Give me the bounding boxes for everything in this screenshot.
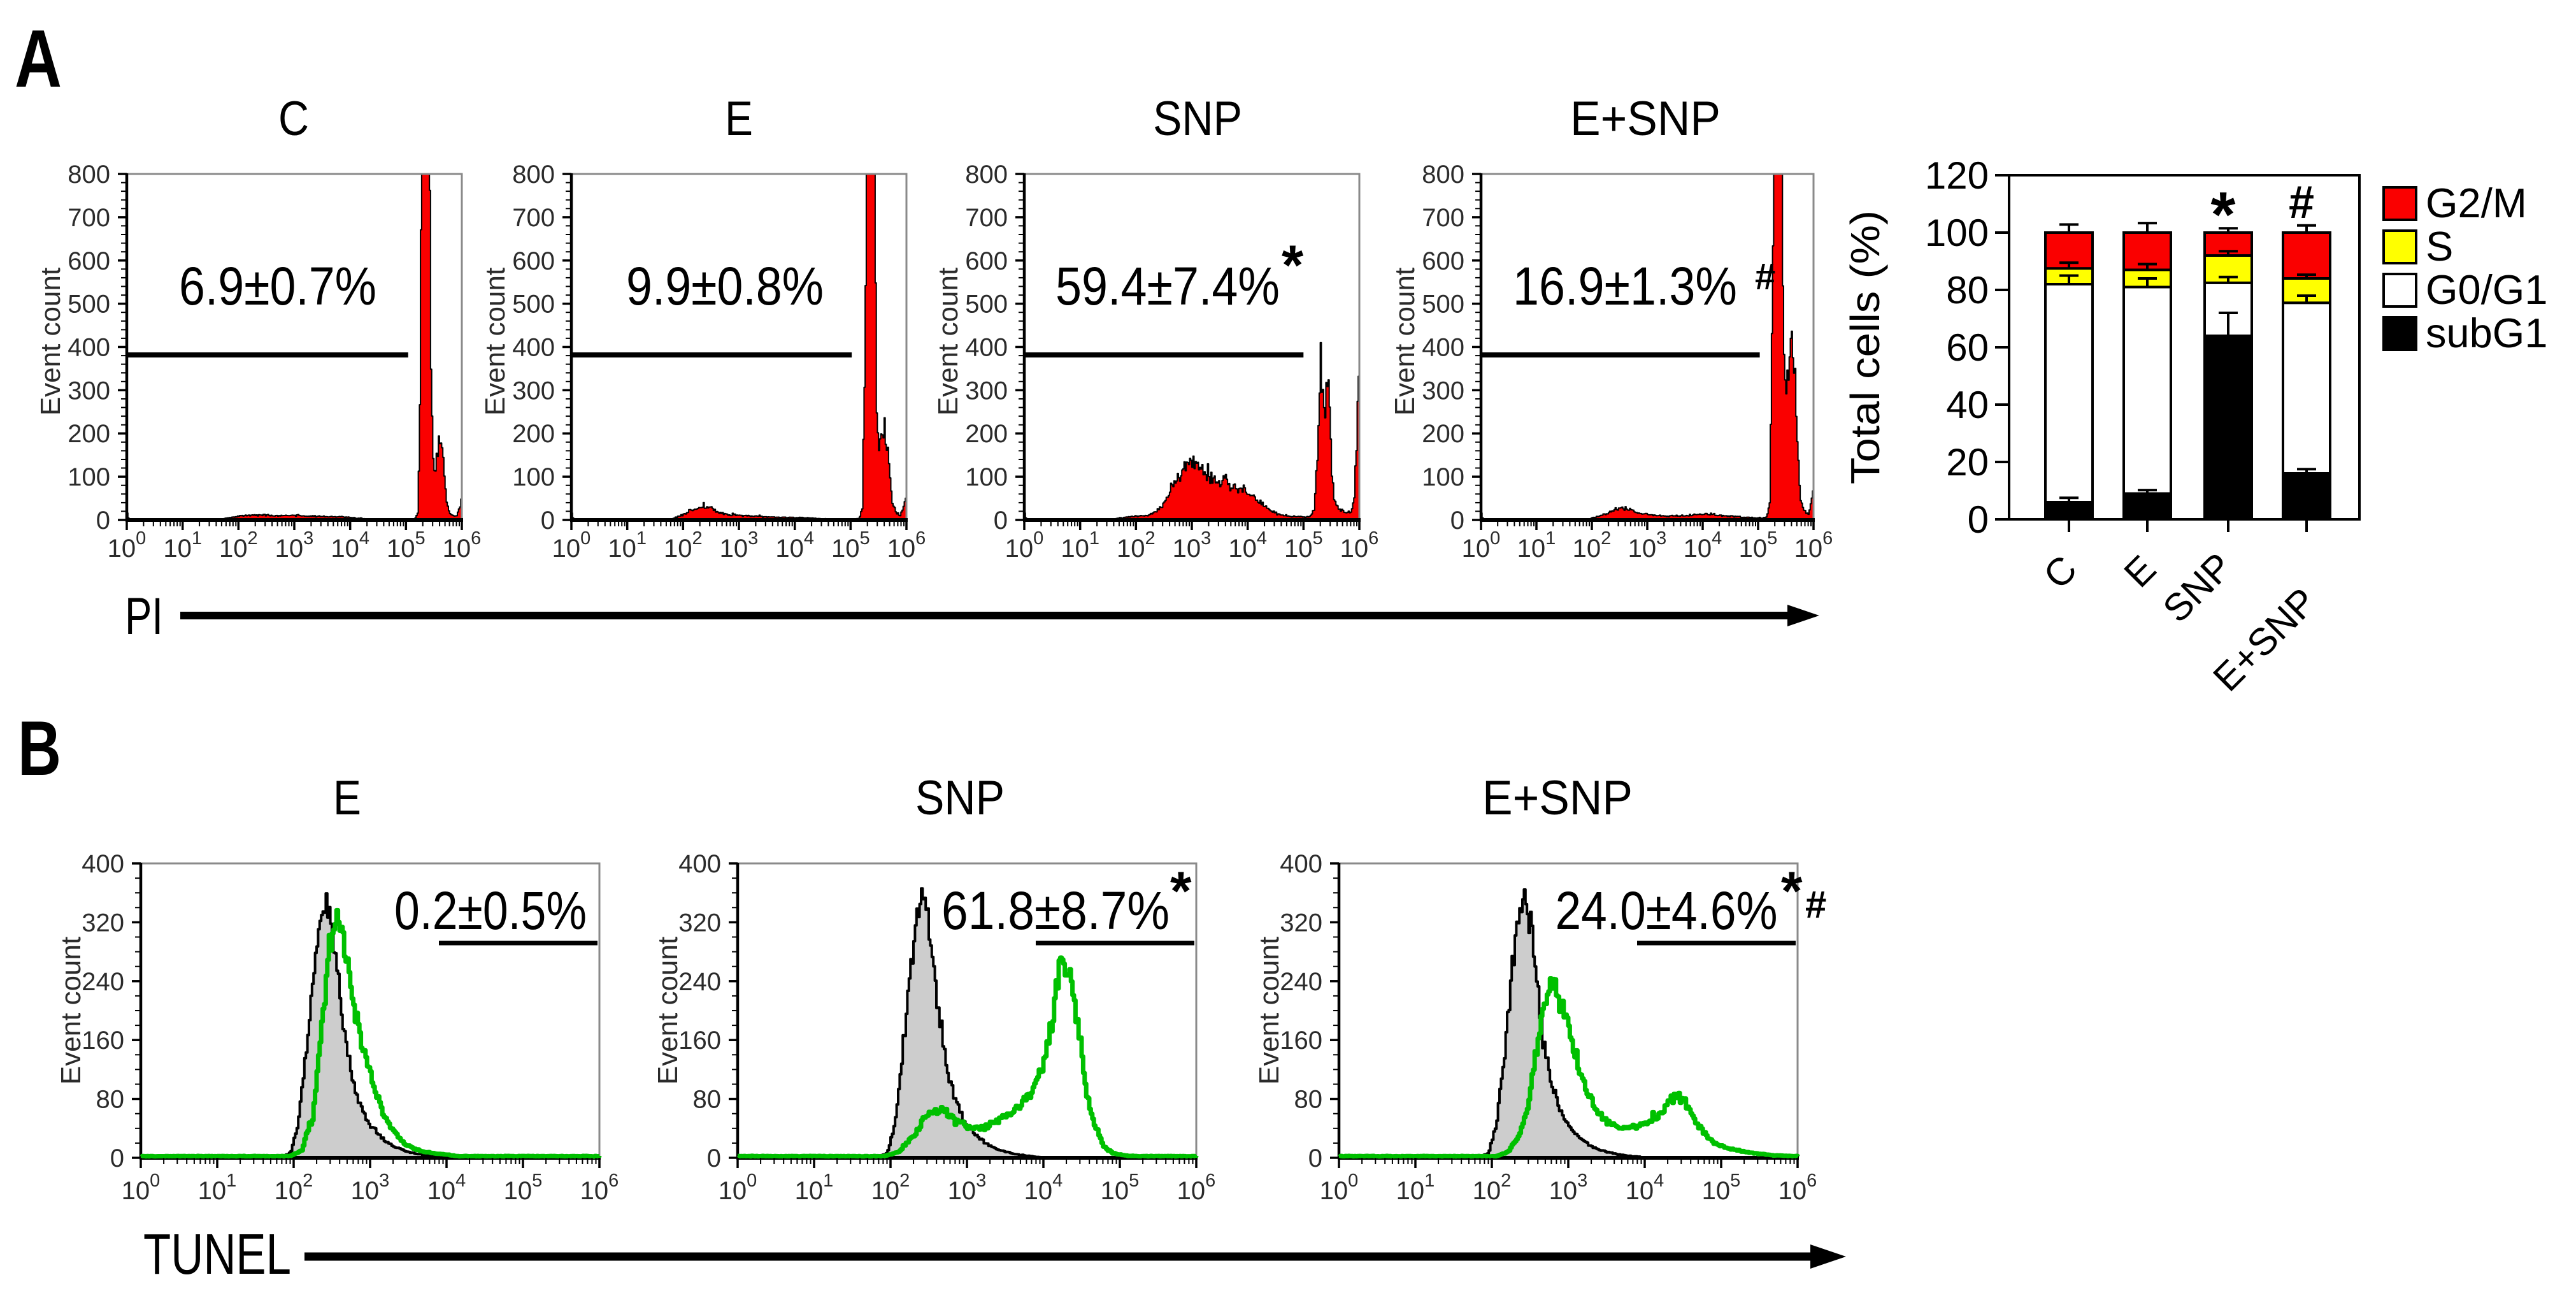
svg-text:120: 120 [1925, 154, 1989, 197]
svg-text:G2/M: G2/M [2426, 180, 2527, 226]
svg-text:300: 300 [1422, 377, 1464, 405]
svg-text:700: 700 [1422, 204, 1464, 232]
svg-text:61.8±8.7%: 61.8±8.7% [941, 881, 1170, 941]
svg-text:500: 500 [512, 291, 555, 319]
svg-text:0: 0 [1308, 1144, 1322, 1172]
svg-text:6.9±0.7%: 6.9±0.7% [179, 256, 376, 316]
svg-text:400: 400 [512, 334, 555, 362]
svg-text:60: 60 [1946, 326, 1989, 369]
svg-text:PI: PI [125, 588, 163, 645]
svg-text:0: 0 [1450, 507, 1464, 535]
svg-text:SNP: SNP [915, 771, 1005, 825]
svg-text:*: * [1170, 861, 1192, 922]
svg-text:80: 80 [693, 1086, 722, 1114]
svg-text:0: 0 [994, 507, 1008, 535]
svg-text:800: 800 [965, 161, 1008, 189]
svg-text:400: 400 [678, 850, 721, 878]
svg-text:subG1: subG1 [2426, 310, 2548, 356]
svg-text:0.2±0.5%: 0.2±0.5% [394, 881, 587, 941]
svg-text:600: 600 [68, 247, 110, 275]
svg-text:80: 80 [96, 1086, 125, 1114]
svg-text:700: 700 [68, 204, 110, 232]
svg-text:300: 300 [965, 377, 1008, 405]
svg-text:240: 240 [678, 968, 721, 996]
svg-text:A: A [15, 13, 62, 105]
svg-text:40: 40 [1946, 384, 1989, 426]
svg-text:200: 200 [965, 420, 1008, 448]
svg-text:SNP: SNP [1153, 92, 1242, 146]
svg-text:200: 200 [1422, 420, 1464, 448]
svg-text:Total cells (%): Total cells (%) [1842, 210, 1888, 484]
svg-text:80: 80 [1294, 1086, 1323, 1114]
svg-text:Event count: Event count [35, 268, 66, 415]
svg-text:320: 320 [82, 909, 124, 937]
svg-text:700: 700 [965, 204, 1008, 232]
svg-text:9.9±0.8%: 9.9±0.8% [626, 256, 824, 316]
svg-text:#: # [1805, 883, 1826, 926]
svg-text:#: # [1755, 256, 1775, 298]
svg-text:*: * [1282, 233, 1304, 296]
svg-text:100: 100 [1925, 212, 1989, 254]
svg-text:Event count: Event count [652, 937, 683, 1085]
svg-text:200: 200 [512, 420, 555, 448]
svg-text:200: 200 [68, 420, 110, 448]
svg-text:S: S [2426, 223, 2453, 270]
svg-text:#: # [2289, 177, 2314, 228]
svg-text:59.4±7.4%: 59.4±7.4% [1055, 256, 1280, 316]
svg-text:500: 500 [1422, 291, 1464, 319]
svg-text:24.0±4.6%: 24.0±4.6% [1556, 881, 1778, 941]
svg-text:0: 0 [707, 1144, 721, 1172]
svg-text:400: 400 [1422, 334, 1464, 362]
svg-text:*: * [2211, 179, 2236, 250]
svg-text:100: 100 [965, 463, 1008, 491]
svg-text:600: 600 [1422, 247, 1464, 275]
svg-text:240: 240 [82, 968, 124, 996]
svg-text:E+SNP: E+SNP [1570, 92, 1721, 146]
svg-text:Event count: Event count [55, 937, 87, 1085]
svg-text:100: 100 [1422, 463, 1464, 491]
svg-text:400: 400 [68, 334, 110, 362]
svg-text:Event count: Event count [1254, 937, 1285, 1085]
svg-text:800: 800 [68, 161, 110, 189]
svg-text:*: * [1781, 861, 1803, 922]
svg-text:500: 500 [965, 291, 1008, 319]
svg-text:100: 100 [68, 463, 110, 491]
svg-text:240: 240 [1280, 968, 1322, 996]
svg-text:20: 20 [1946, 441, 1989, 484]
svg-text:0: 0 [541, 507, 555, 535]
svg-text:Event count: Event count [480, 268, 511, 415]
svg-text:400: 400 [965, 334, 1008, 362]
svg-text:100: 100 [512, 463, 555, 491]
svg-text:E: E [725, 92, 753, 146]
svg-text:320: 320 [1280, 909, 1322, 937]
svg-text:0: 0 [110, 1144, 124, 1172]
svg-text:600: 600 [965, 247, 1008, 275]
svg-text:Event count: Event count [1389, 268, 1420, 415]
svg-text:C: C [278, 92, 309, 146]
svg-text:B: B [18, 705, 61, 791]
svg-text:E: E [333, 771, 361, 825]
svg-text:Event count: Event count [933, 268, 964, 415]
svg-text:TUNEL: TUNEL [143, 1223, 291, 1287]
svg-text:300: 300 [512, 377, 555, 405]
svg-text:800: 800 [512, 161, 555, 189]
svg-text:400: 400 [1280, 850, 1322, 878]
svg-text:0: 0 [1968, 498, 1989, 541]
svg-text:16.9±1.3%: 16.9±1.3% [1513, 256, 1737, 316]
svg-text:0: 0 [96, 507, 110, 535]
svg-text:320: 320 [678, 909, 721, 937]
svg-text:300: 300 [68, 377, 110, 405]
svg-text:500: 500 [68, 291, 110, 319]
svg-text:800: 800 [1422, 161, 1464, 189]
svg-text:80: 80 [1946, 269, 1989, 312]
svg-text:600: 600 [512, 247, 555, 275]
svg-text:G0/G1: G0/G1 [2426, 266, 2547, 313]
svg-text:160: 160 [1280, 1027, 1322, 1055]
svg-text:160: 160 [678, 1027, 721, 1055]
svg-text:400: 400 [82, 850, 124, 878]
svg-text:E+SNP: E+SNP [1482, 771, 1633, 825]
svg-text:700: 700 [512, 204, 555, 232]
svg-text:160: 160 [82, 1027, 124, 1055]
